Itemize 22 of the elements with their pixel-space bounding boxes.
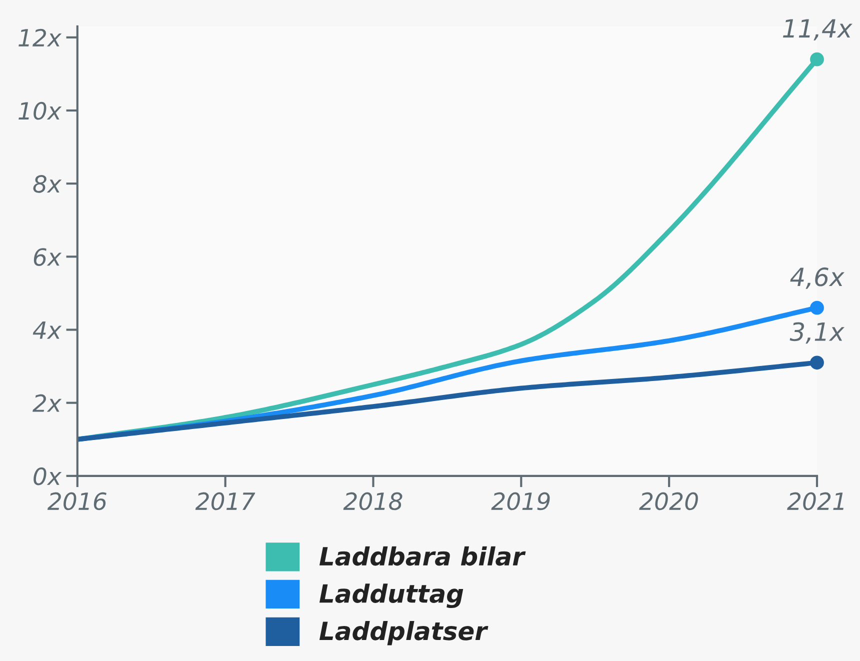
x-tick-label: 2021 bbox=[787, 492, 844, 510]
x-tick-label: 2016 bbox=[47, 492, 106, 510]
point bbox=[810, 356, 824, 370]
y-tick-label: 8x bbox=[33, 175, 62, 193]
y-tick-label: 2x bbox=[32, 394, 62, 412]
point bbox=[810, 300, 824, 315]
y-tick-label: 0x bbox=[34, 467, 62, 486]
data-label: 4,6x bbox=[790, 267, 844, 289]
y-tick-label: 12x bbox=[18, 28, 62, 46]
data-label: 3,1x bbox=[790, 322, 844, 344]
legend-label: Laddplatser bbox=[319, 621, 488, 646]
x-tick-label: 2019 bbox=[491, 492, 550, 510]
legend-label: Ladduttag bbox=[319, 584, 464, 608]
x-tick-label: 2017 bbox=[195, 492, 256, 510]
point bbox=[810, 52, 824, 66]
x-tick-label: 2018 bbox=[343, 492, 402, 510]
legend-label: Laddbara bilar bbox=[319, 546, 526, 566]
x-tick-label: 2020 bbox=[639, 492, 698, 510]
y-tick-label: 10x bbox=[18, 102, 62, 120]
y-tick-label: 6x bbox=[34, 248, 62, 266]
data-label: 11,4x bbox=[782, 19, 852, 40]
y-tick-label: 4x bbox=[32, 322, 62, 339]
